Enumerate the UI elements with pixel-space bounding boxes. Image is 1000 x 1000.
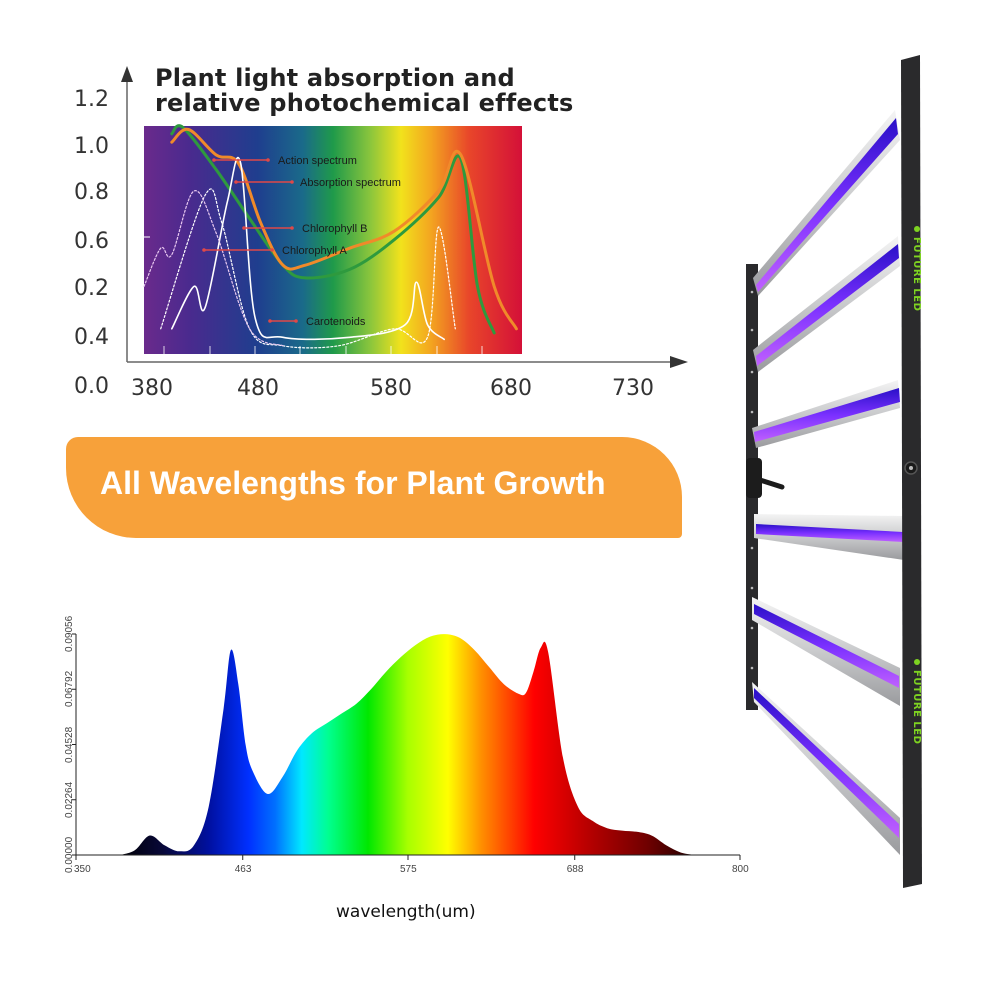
spectrum-chart-plot xyxy=(72,633,741,860)
legend-label: Carotenoids xyxy=(306,316,366,328)
y-tick-label: 0.4 xyxy=(74,325,109,350)
led-grow-light-fixture: FUTURE LED FUTURE LED xyxy=(740,50,950,900)
clamp-handle-icon xyxy=(746,458,762,498)
y-tick-label: 0.6 xyxy=(74,229,109,254)
x-tick-label: 730 xyxy=(612,376,654,401)
legend-label: Absorption spectrum xyxy=(300,177,401,189)
spectrum-background xyxy=(144,126,522,354)
chart-title-line-2: relative photochemical effects xyxy=(155,89,574,117)
x-axis-arrow-icon xyxy=(670,356,688,368)
series-absorption-spectrum xyxy=(170,127,518,331)
x-tick-label: 350 xyxy=(74,864,91,875)
series-chlorophyll-b xyxy=(160,188,456,349)
headline-banner: All Wavelengths for Plant Growth xyxy=(66,437,682,538)
absorption-chart: Action spectrum Absorption spectrum Chloro… xyxy=(0,0,700,420)
brand-label-2: FUTURE LED xyxy=(911,670,922,744)
x-tick-label: 463 xyxy=(234,864,252,875)
series-action-spectrum xyxy=(170,124,496,335)
x-tick-label: 480 xyxy=(237,376,279,401)
legend-label: Chlorophyll B xyxy=(302,223,367,235)
brand-label: FUTURE LED xyxy=(911,237,922,311)
x-tick-label: 580 xyxy=(370,376,412,401)
x-tick-label: 575 xyxy=(400,864,417,875)
y-tick-label: 0.2 xyxy=(74,276,109,301)
y-tick-label: 0.02264 xyxy=(64,781,75,818)
y-tick-label: 0.8 xyxy=(74,180,109,205)
legend-label: Action spectrum xyxy=(278,155,357,167)
x-tick-label: 380 xyxy=(131,376,173,401)
legend-label: Chlorophyll A xyxy=(282,245,347,257)
series-carotenoids xyxy=(143,190,284,347)
y-tick-label: 0.09056 xyxy=(64,615,75,652)
headline-text: All Wavelengths for Plant Growth xyxy=(100,465,606,501)
y-tick-label: 0.0 xyxy=(74,374,109,399)
spectrum-chart: 0.00000 0.02264 0.04528 0.06792 0.09056 350 4… xyxy=(0,590,760,930)
brand-logo-dot-icon-2 xyxy=(914,659,920,665)
spectrum-area xyxy=(120,634,696,855)
series-chlorophyll-a xyxy=(171,156,445,341)
x-axis-label: wavelength(um) xyxy=(336,902,476,922)
y-tick-label: 0.06792 xyxy=(64,671,75,708)
y-tick-label: 1.0 xyxy=(74,134,109,159)
x-tick-label: 680 xyxy=(490,376,532,401)
x-tick-label: 800 xyxy=(732,864,749,875)
y-axis-arrow-icon xyxy=(121,66,133,82)
y-tick-label: 0.04528 xyxy=(64,726,75,763)
chart-title-line-1: Plant light absorption and xyxy=(155,64,515,92)
x-tick-label: 688 xyxy=(566,864,584,875)
y-tick-label: 1.2 xyxy=(74,87,109,112)
absorption-chart-plot: Action spectrum Absorption spectrum Chloro… xyxy=(121,66,688,368)
brand-logo-dot-icon xyxy=(914,226,920,232)
fixture-illustration: FUTURE LED FUTURE LED xyxy=(746,55,922,888)
